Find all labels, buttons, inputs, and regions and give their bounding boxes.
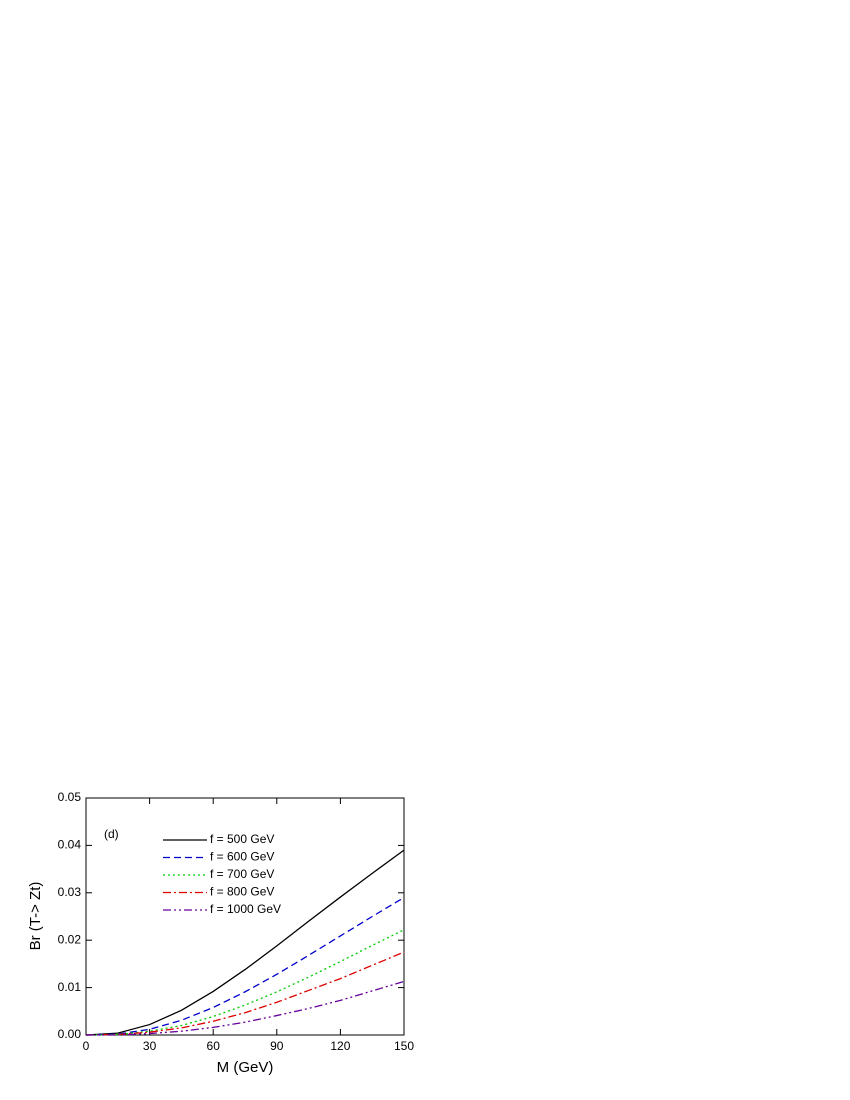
y-tick-label: 0.00 <box>58 1027 82 1041</box>
x-tick-label: 0 <box>83 1039 90 1053</box>
plot-frame <box>85 797 405 1036</box>
series-line <box>86 980 405 1036</box>
x-tick-label: 60 <box>207 1039 221 1053</box>
legend-label: f = 500 GeV <box>210 832 274 846</box>
y-tick-label: 0.01 <box>58 980 82 994</box>
x-tick-label: 150 <box>394 1039 414 1053</box>
x-axis-label: M (GeV) <box>217 1059 274 1076</box>
x-tick-label: 30 <box>143 1039 157 1053</box>
y-tick-label: 0.03 <box>58 885 82 899</box>
y-tick-label: 0.02 <box>58 932 82 946</box>
y-axis-label: Br (T-> Zt) <box>27 882 44 951</box>
legend-label: f = 1000 GeV <box>210 902 281 916</box>
series-line <box>85 951 405 1036</box>
series-line <box>85 896 405 1036</box>
series-line <box>85 929 405 1036</box>
series-line <box>85 849 405 1036</box>
x-tick-label: 90 <box>270 1039 284 1053</box>
annotation: (d) <box>104 827 119 841</box>
x-tick-label: 120 <box>330 1039 350 1053</box>
legend-label: f = 700 GeV <box>210 867 274 881</box>
y-tick-label: 0.05 <box>58 790 82 804</box>
y-tick-label: 0.04 <box>58 838 82 852</box>
legend-label: f = 600 GeV <box>210 850 274 864</box>
legend-label: f = 800 GeV <box>210 885 274 899</box>
